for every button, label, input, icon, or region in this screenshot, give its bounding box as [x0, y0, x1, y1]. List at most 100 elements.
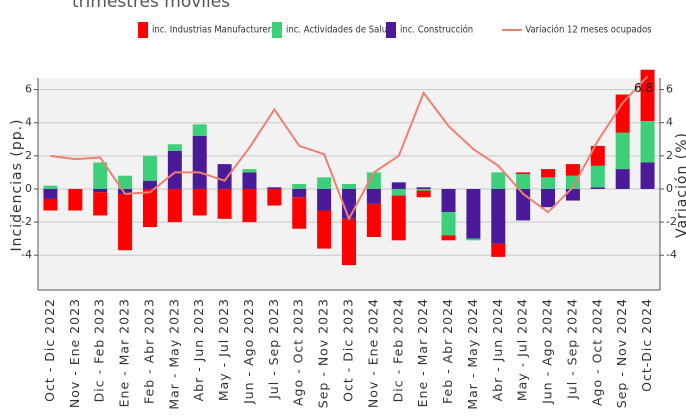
bar-segment: [466, 238, 481, 241]
x-tick-label: Nov - Ene 2023: [67, 298, 82, 408]
legend-swatch: [386, 22, 396, 38]
x-tick-label: May - Jul 2024: [515, 298, 530, 401]
legend-label: inc. Industrias Manufactureras: [152, 24, 281, 36]
legend-swatch: [272, 22, 282, 38]
x-tick-label: Jun - Ago 2024: [540, 298, 555, 405]
bar-segment: [192, 124, 207, 136]
bar-segment: [640, 121, 655, 163]
chart-title: trimestres móviles: [72, 0, 230, 12]
bar-segment: [192, 135, 207, 189]
y-tick-label: 4: [25, 116, 32, 129]
x-tick-label: Ago - Oct 2024: [589, 298, 604, 406]
bar-segment: [43, 198, 58, 211]
bar-segment: [292, 197, 307, 229]
bar-segment: [565, 164, 580, 176]
bar-segment: [491, 188, 506, 244]
y-tick-label: -2: [21, 215, 32, 228]
bar-segment: [565, 188, 580, 201]
bar-segment: [516, 174, 531, 189]
x-tick-label: Feb - Abr 2024: [440, 298, 455, 404]
y-tick-label: 0: [25, 182, 32, 195]
bar-segment: [167, 144, 182, 151]
line: [50, 75, 649, 222]
bar-segment: [292, 184, 307, 189]
bar-segment: [366, 172, 381, 189]
bar-segment: [615, 169, 630, 189]
x-tick-label: Dic - Feb 2023: [92, 298, 107, 402]
y2-tick-label: 0: [666, 182, 673, 195]
x-tick-label: Ago - Oct 2023: [291, 298, 306, 406]
bar-segment: [142, 155, 157, 181]
x-tick-label: Sep - Nov 2024: [614, 298, 629, 408]
bar-segment: [242, 169, 257, 173]
bar-segment: [366, 203, 381, 237]
bar-segment: [615, 132, 630, 170]
bar-segment: [68, 188, 83, 211]
bar-segment: [416, 190, 431, 198]
bar-segment: [491, 243, 506, 257]
y2-axis-label: Variación (%): [674, 132, 686, 238]
x-tick-label: Oct - Dic 2022: [42, 298, 57, 402]
bar-segment: [441, 212, 456, 236]
legend-label: Variación 12 meses ocupados: [525, 24, 651, 36]
bar-segment: [242, 188, 257, 223]
y-tick-label: -4: [21, 248, 32, 261]
x-tick-label: Jul - Sep 2023: [266, 298, 281, 400]
bar-segment: [93, 192, 108, 216]
bar-segment: [167, 150, 182, 189]
bar-segment: [217, 164, 232, 189]
x-tick-label: Nov - Ene 2024: [365, 298, 380, 408]
bar-segment: [466, 188, 481, 239]
bar-segment: [590, 187, 605, 189]
bar-segment: [317, 177, 332, 189]
x-tick-label: Feb - Abr 2023: [141, 298, 156, 404]
y2-tick-label: 6: [666, 83, 673, 96]
legend-swatch: [138, 22, 148, 38]
bar-segment: [317, 188, 332, 211]
bar-segment: [516, 172, 531, 175]
y-tick-label: 6: [25, 83, 32, 96]
x-tick-label: Jun - Ago 2023: [241, 298, 256, 405]
bar-segment: [640, 69, 655, 122]
bar-segment: [541, 177, 556, 189]
bar-segment: [317, 210, 332, 249]
x-tick-label: Jul - Sep 2024: [564, 298, 579, 400]
bar-segment: [342, 184, 356, 189]
x-tick-label: Mar - May 2024: [465, 298, 480, 410]
bar-segment: [416, 187, 431, 189]
bar-segment: [590, 145, 605, 166]
bar-segment: [118, 175, 133, 189]
x-tick-label: Abr - Jun 2023: [191, 298, 206, 401]
x-tick-label: Mar - May 2023: [166, 298, 181, 410]
bar-segment: [43, 185, 58, 189]
bar-segment: [441, 188, 456, 213]
bar-segment: [391, 188, 406, 196]
x-tick-label: Ene - Mar 2024: [415, 298, 430, 407]
bar-segment: [217, 188, 232, 219]
x-tick-label: Oct - Dic 2023: [341, 298, 356, 402]
bar-segment: [192, 188, 207, 216]
y-axis-label: Incidencias (pp.): [9, 118, 25, 251]
x-tick-label: Dic - Feb 2024: [390, 298, 405, 402]
bar-segment: [391, 195, 406, 241]
legend-label: inc. Actividades de Salud: [286, 24, 393, 36]
bar-segment: [615, 94, 630, 133]
bar-segment: [118, 193, 133, 251]
bar-segment: [93, 162, 108, 189]
bar-segment: [491, 172, 506, 189]
x-tick-label: Abr - Jun 2024: [490, 298, 505, 401]
data-label: 6.8: [634, 81, 653, 95]
bar-segment: [441, 235, 456, 241]
bar-segment: [118, 188, 133, 194]
bar-segment: [541, 169, 556, 178]
bar-segment: [167, 188, 182, 223]
y2-tick-label: -2: [666, 215, 677, 228]
y2-tick-label: 2: [666, 149, 673, 162]
y-tick-label: 2: [25, 149, 32, 162]
bar-segment: [541, 188, 556, 208]
x-tick-label: Oct-Dic 2024: [639, 298, 654, 392]
bar-segment: [416, 188, 431, 191]
bar-segment: [366, 188, 381, 204]
legend-label: inc. Construcción: [400, 24, 473, 36]
